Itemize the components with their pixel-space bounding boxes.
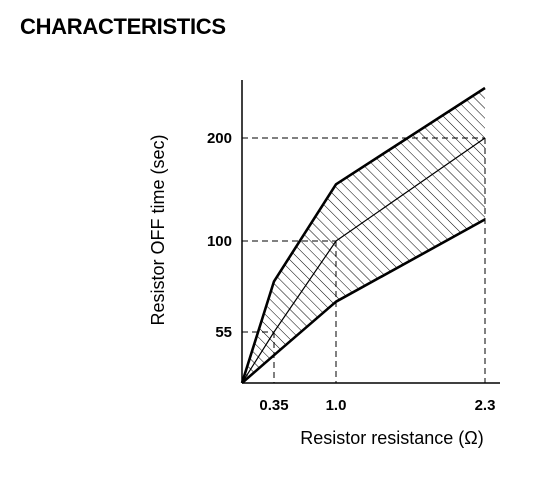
series-line-lower bbox=[241, 218, 486, 384]
x-axis-label: Resistor resistance (Ω) bbox=[300, 428, 484, 448]
y-tick-label-1: 100 bbox=[207, 233, 232, 250]
x-tick-label-2: 2.3 bbox=[475, 397, 496, 414]
x-tick-label-1: 1.0 bbox=[326, 397, 347, 414]
y-axis-label: Resistor OFF time (sec) bbox=[148, 134, 168, 325]
y-tick-label-0: 55 bbox=[215, 324, 232, 341]
hatched-tolerance-band bbox=[242, 88, 485, 383]
x-tick-label-0: 0.35 bbox=[259, 397, 288, 414]
series-line-nominal bbox=[241, 137, 486, 384]
y-tick-label-2: 200 bbox=[207, 130, 232, 147]
series-line-upper bbox=[240, 86, 486, 384]
page-title: CHARACTERISTICS bbox=[20, 14, 226, 39]
